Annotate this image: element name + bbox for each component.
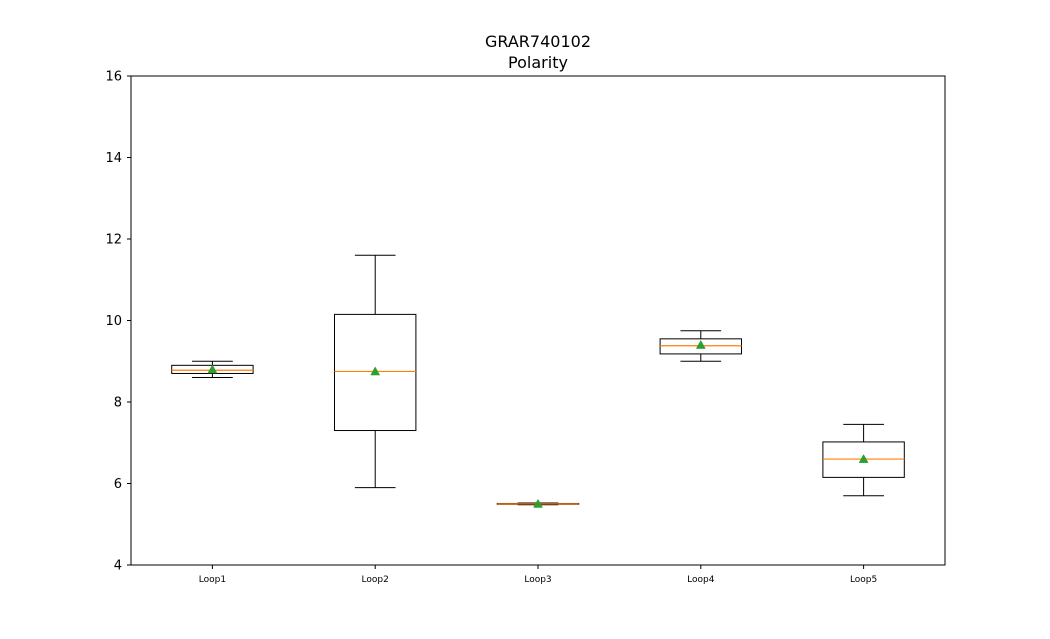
axes-frame [130, 75, 946, 566]
y-tick-label: 14 [105, 151, 122, 166]
mean-marker [533, 498, 543, 508]
y-axis: 4 6 8 10 12 14 16 [105, 70, 131, 574]
chart-subtitle: Polarity [508, 53, 568, 72]
mean-marker [695, 339, 706, 349]
chart-title: GRAR740102 [485, 32, 591, 51]
mean-marker [370, 366, 381, 376]
y-tick-label: 10 [105, 314, 122, 329]
box-group-loop5 [822, 423, 905, 497]
box-iqr [822, 441, 905, 478]
x-axis: Loop1 Loop2 Loop3 Loop4 Loop5 [199, 565, 877, 585]
x-tick-label: Loop5 [850, 575, 877, 585]
mean-marker [207, 364, 218, 374]
plot-area [171, 254, 905, 508]
box-iqr [659, 338, 742, 355]
box-iqr [334, 313, 417, 432]
box-group-loop3 [496, 498, 580, 508]
y-tick-label: 8 [114, 396, 122, 411]
box-group-loop2 [334, 254, 417, 489]
y-tick-label: 4 [114, 559, 122, 574]
x-tick-label: Loop4 [687, 575, 715, 585]
y-tick-label: 6 [114, 477, 122, 492]
y-tick-label: 16 [105, 70, 122, 85]
x-tick-label: Loop2 [362, 575, 389, 585]
x-tick-label: Loop3 [524, 575, 551, 585]
mean-marker [858, 454, 869, 463]
x-tick-label: Loop1 [199, 575, 226, 585]
box-group-loop1 [171, 360, 254, 379]
y-tick-label: 12 [105, 233, 122, 248]
box-group-loop4 [659, 330, 742, 362]
